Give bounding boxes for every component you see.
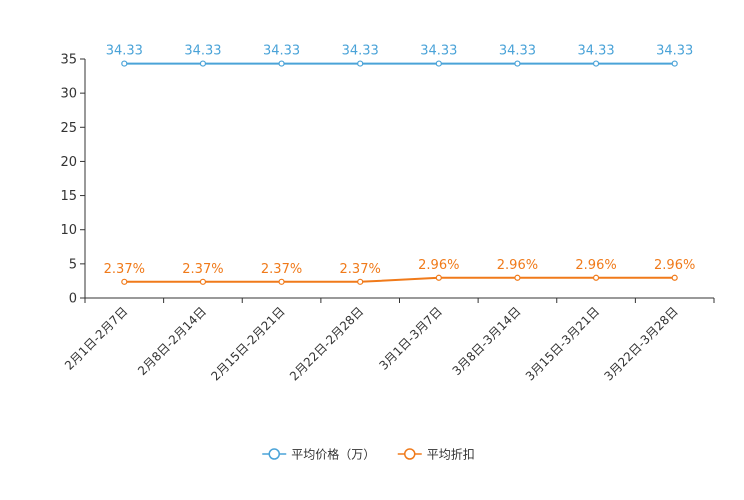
series-1: 34.33 34.33 34.33 34.33 34.33 34.33 34.33 34.33 [106, 44, 693, 67]
data-label: 2.37% [182, 262, 223, 277]
y-tick-label: 5 [69, 257, 77, 272]
x-tick-label: 2月15日-2月21日 [208, 304, 287, 383]
x-tick-label: 3月15日-3月21日 [523, 304, 602, 383]
data-label: 34.33 [342, 44, 379, 59]
legend-item-1[interactable]: 平均价格（万） [262, 447, 375, 462]
x-tick-label: 2月1日-2月7日 [62, 304, 131, 373]
data-point[interactable] [199, 278, 207, 285]
y-tick-label: 25 [60, 121, 77, 136]
data-label: 34.33 [263, 44, 300, 59]
legend-item-2[interactable]: 平均折扣 [397, 447, 475, 462]
legend-marker-icon [404, 448, 416, 460]
data-label: 34.33 [656, 44, 693, 59]
data-point[interactable] [514, 274, 521, 281]
x-tick-label: 3月1日-3月7日 [376, 304, 445, 373]
y-tick-label: 10 [60, 223, 77, 238]
data-label: 34.33 [184, 44, 221, 59]
data-point[interactable] [278, 60, 285, 67]
y-tick-label: 35 [60, 53, 77, 68]
legend-marker-icon [268, 448, 280, 460]
x-tick-label: 2月22日-2月28日 [287, 304, 366, 383]
data-label: 34.33 [577, 44, 614, 59]
data-point[interactable] [514, 60, 521, 67]
data-label: 2.37% [261, 262, 302, 277]
data-label: 2.37% [104, 262, 145, 277]
data-label: 2.37% [340, 262, 381, 277]
data-point[interactable] [435, 274, 442, 281]
y-tick-label: 30 [60, 87, 77, 102]
data-point[interactable] [671, 274, 678, 281]
y-tick-label: 15 [60, 189, 77, 204]
data-label: 2.96% [418, 258, 459, 273]
data-label: 2.96% [654, 258, 695, 273]
data-point[interactable] [592, 60, 600, 67]
data-point[interactable] [435, 60, 442, 67]
data-point[interactable] [199, 60, 207, 67]
y-tick-label: 20 [60, 155, 77, 170]
legend-label: 平均价格（万） [291, 447, 375, 462]
data-point[interactable] [357, 278, 364, 285]
data-point[interactable] [121, 278, 128, 285]
series-2: 2.37% 2.37% 2.37% 2.37% 2.96% 2.96% 2.96% 2.96% [104, 258, 695, 285]
x-tick-label: 2月8日-2月14日 [135, 304, 209, 378]
axes: 0 5 10 15 20 25 30 35 2月1日-2月7日 2月8日-2月14日 2月15日-2… [60, 53, 715, 384]
data-point[interactable] [121, 60, 128, 67]
data-label: 34.33 [106, 44, 143, 59]
data-point[interactable] [357, 60, 364, 67]
legend-label: 平均折扣 [427, 447, 475, 462]
series-line [124, 276, 675, 283]
data-label: 34.33 [499, 44, 536, 59]
data-label: 2.96% [575, 258, 616, 273]
legend[interactable]: 平均价格（万） 平均折扣 [262, 447, 475, 462]
y-tick-label: 0 [69, 292, 77, 307]
data-point[interactable] [592, 274, 600, 281]
series-group: 34.33 34.33 34.33 34.33 34.33 34.33 34.33 34.33… [104, 44, 695, 285]
data-point[interactable] [671, 60, 678, 67]
x-tick-label: 3月22日-3月28日 [602, 304, 681, 383]
data-label: 2.96% [497, 258, 538, 273]
data-label: 34.33 [420, 44, 457, 59]
data-point[interactable] [278, 278, 285, 285]
x-tick-label: 3月8日-3月14日 [450, 304, 524, 378]
